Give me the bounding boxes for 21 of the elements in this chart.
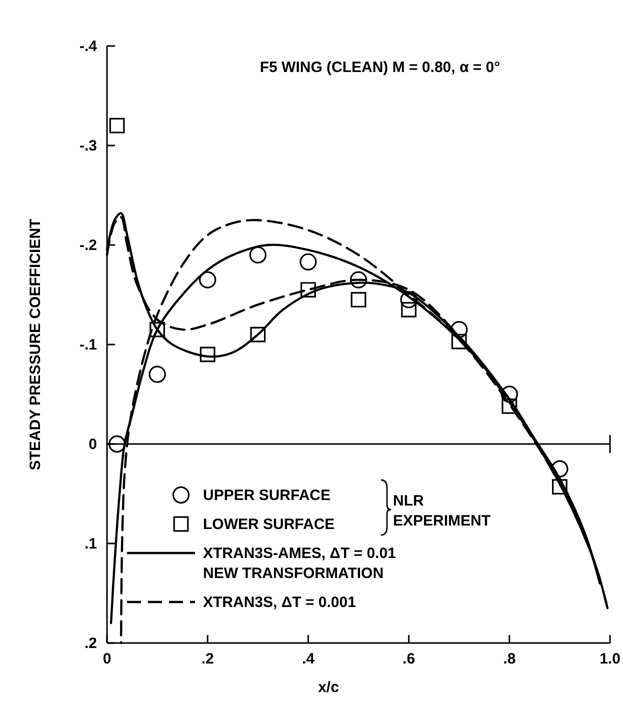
text: F5 WING (CLEAN) M = 0.80, α = 0° [260,59,500,76]
x-tick-label: 0 [102,650,112,668]
x-tick-label: .2 [201,650,214,668]
y-tick-label: -.2 [79,236,97,254]
x-tick-label: .8 [503,650,516,668]
y-tick-label: .1 [84,535,97,552]
x-tick-label: .4 [302,650,316,668]
legend-label: XTRAN3S-AMES, ΔT = 0.01 NEW TRANSFORMATION [203,545,396,582]
x-tick-label: 1.0 [600,650,620,668]
legend-label: XTRAN3S, ΔT = 0.001 [203,594,356,611]
y-axis-title: STEADY PRESSURE COEFFICIENT [27,218,44,470]
x-tick-label: .6 [402,650,416,668]
y-tick-label: -.3 [79,137,97,154]
legend-label: UPPER SURFACE [203,487,331,504]
x-axis-title: x/c [318,679,339,696]
annotation: NLR EXPERIMENT [393,492,491,530]
y-tick-label: 0 [88,436,97,453]
y-tick-label: -.1 [79,336,97,354]
y-tick-label: -.4 [79,38,98,55]
y-tick-label: .2 [84,634,97,652]
legend-label: LOWER SURFACE [203,516,335,533]
